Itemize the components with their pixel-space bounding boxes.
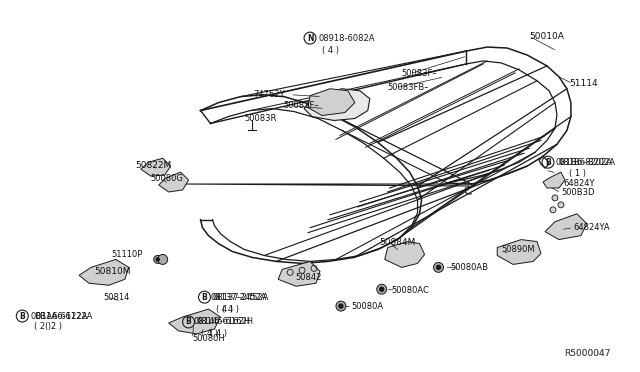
Text: B: B (202, 293, 207, 302)
Text: B: B (186, 317, 191, 327)
Text: R5000047: R5000047 (564, 349, 611, 358)
Text: ( 4 ): ( 4 ) (200, 329, 218, 339)
Text: 08146-6162H: 08146-6162H (196, 317, 253, 327)
Polygon shape (497, 240, 541, 264)
Polygon shape (543, 172, 565, 188)
Circle shape (433, 262, 444, 272)
Text: B: B (545, 158, 551, 167)
Text: 50890M: 50890M (501, 245, 535, 254)
Text: 500B3D: 500B3D (561, 189, 595, 198)
Text: 50083F–: 50083F– (402, 69, 437, 78)
Text: 08137-2452A: 08137-2452A (212, 293, 269, 302)
Text: 50810M: 50810M (94, 267, 131, 276)
Text: 08918-6082A: 08918-6082A (318, 33, 374, 43)
Text: 74762Y: 74762Y (253, 90, 285, 99)
Text: ( 2 ): ( 2 ) (35, 323, 51, 331)
Text: R5000047: R5000047 (564, 349, 611, 358)
Text: 081B6-8202A: 081B6-8202A (559, 158, 616, 167)
Text: 081B6-8202A: 081B6-8202A (556, 158, 613, 167)
Text: 50080AB: 50080AB (451, 263, 488, 272)
Text: 50080A: 50080A (352, 302, 384, 311)
Circle shape (156, 258, 159, 261)
Text: 08137-2452A: 08137-2452A (211, 293, 267, 302)
Text: N: N (307, 33, 314, 43)
Text: ( 4 ): ( 4 ) (211, 329, 227, 339)
Text: ( 4 ): ( 4 ) (216, 305, 234, 314)
Polygon shape (545, 214, 587, 240)
Text: ( 2 ): ( 2 ) (45, 323, 62, 331)
Text: 08146-6162H: 08146-6162H (193, 317, 251, 327)
Text: 50842: 50842 (295, 273, 321, 282)
Circle shape (550, 207, 556, 213)
Circle shape (436, 265, 440, 269)
Polygon shape (79, 259, 129, 285)
Circle shape (339, 304, 343, 308)
Text: 51114: 51114 (569, 79, 598, 88)
Polygon shape (385, 241, 424, 267)
Polygon shape (141, 158, 171, 176)
Text: 50814: 50814 (103, 293, 129, 302)
Text: 50083R: 50083R (244, 114, 276, 123)
Polygon shape (304, 89, 370, 121)
Text: 50822M: 50822M (135, 161, 171, 170)
Circle shape (336, 301, 346, 311)
Polygon shape (278, 262, 320, 286)
Circle shape (552, 195, 558, 201)
Text: 64824YA: 64824YA (573, 223, 609, 232)
Text: ( 4 ): ( 4 ) (223, 305, 239, 314)
Polygon shape (159, 172, 189, 192)
Polygon shape (169, 309, 220, 334)
Text: 50010A: 50010A (529, 32, 564, 41)
Text: ( 1 ): ( 1 ) (569, 169, 586, 177)
Text: 50080H: 50080H (193, 334, 225, 343)
Circle shape (157, 254, 168, 264)
Circle shape (558, 202, 564, 208)
Circle shape (377, 284, 387, 294)
Polygon shape (308, 89, 355, 116)
Text: 50080G: 50080G (151, 174, 184, 183)
Circle shape (154, 256, 162, 263)
Text: 50083F–: 50083F– (283, 101, 319, 110)
Text: ( 4 ): ( 4 ) (322, 45, 339, 55)
Text: 50080AC: 50080AC (392, 286, 429, 295)
Text: 0B1A6-6122A: 0B1A6-6122A (35, 311, 93, 321)
Text: 64824Y: 64824Y (563, 179, 595, 187)
Text: 0B1A6-6122A: 0B1A6-6122A (30, 311, 88, 321)
Circle shape (380, 287, 384, 291)
Text: B: B (19, 311, 25, 321)
Text: 50083FB–: 50083FB– (388, 83, 429, 92)
Text: 50884M: 50884M (380, 238, 416, 247)
Text: 51110P: 51110P (111, 250, 142, 259)
